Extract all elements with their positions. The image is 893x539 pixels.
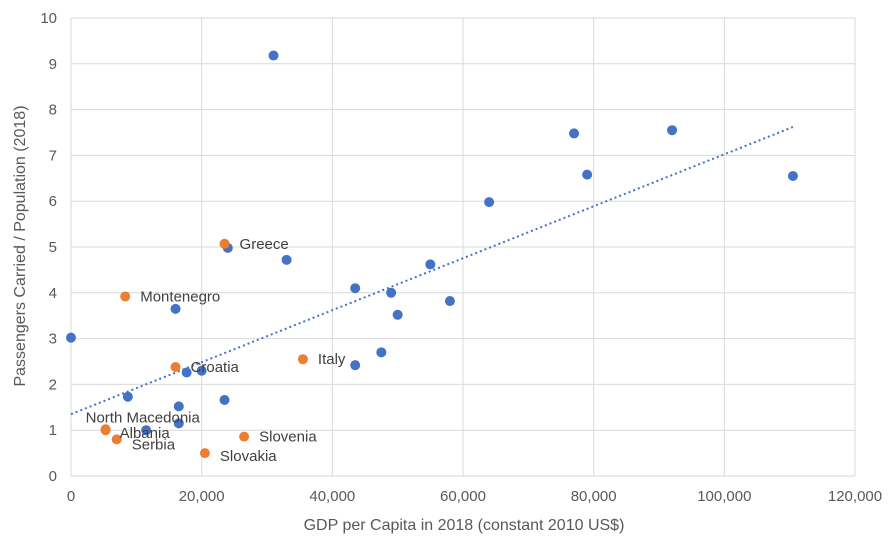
data-point-label: Croatia xyxy=(191,359,240,376)
x-tick-label: 20,000 xyxy=(179,488,225,505)
data-point xyxy=(392,309,403,320)
point-labels: Greece Montenegro Italy Croatia North Macedo… xyxy=(86,236,346,465)
y-tick-label: 2 xyxy=(49,376,57,393)
data-point-label: Italy xyxy=(318,351,346,368)
y-tick-label: 0 xyxy=(49,468,57,485)
data-point xyxy=(219,394,230,405)
data-point xyxy=(386,287,397,298)
data-point xyxy=(425,259,436,270)
data-point xyxy=(181,367,192,378)
data-point xyxy=(376,347,387,358)
x-tick-label: 60,000 xyxy=(440,488,486,505)
x-tick-label: 80,000 xyxy=(571,488,617,505)
y-tick-label: 8 xyxy=(49,102,57,119)
data-point xyxy=(350,283,361,294)
y-tick-label: 3 xyxy=(49,331,57,348)
x-tick-label: 100,000 xyxy=(697,488,751,505)
y-tick-label: 7 xyxy=(49,147,57,164)
trendline-layer xyxy=(70,126,794,416)
y-tick-label: 5 xyxy=(49,239,57,256)
trendline xyxy=(70,126,794,416)
y-axis-title: Passengers Carried / Population (2018) xyxy=(12,105,29,386)
y-tick-label: 6 xyxy=(49,193,57,210)
y-tick-label: 10 xyxy=(40,10,57,27)
data-point xyxy=(484,197,495,208)
data-point-label: Slovenia xyxy=(259,429,317,446)
data-point xyxy=(667,125,678,136)
x-tick-label: 40,000 xyxy=(309,488,355,505)
data-point-highlighted xyxy=(219,238,230,249)
data-point-label: Greece xyxy=(240,236,289,253)
data-point xyxy=(582,169,593,180)
data-point-label: Serbia xyxy=(132,436,176,453)
tick-labels: 0 20,000 40,000 60,000 80,000 100,000 120,000 0… xyxy=(40,10,882,505)
data-point xyxy=(66,332,76,343)
data-point xyxy=(281,254,292,265)
x-axis-title: GDP per Capita in 2018 (constant 2010 US… xyxy=(304,517,625,534)
y-tick-label: 1 xyxy=(49,422,57,439)
data-point xyxy=(787,171,798,182)
data-points xyxy=(66,50,798,459)
data-point xyxy=(173,418,184,429)
data-point-label: Slovakia xyxy=(220,448,277,465)
data-point-label: Montenegro xyxy=(140,288,220,305)
data-point-highlighted xyxy=(199,448,210,459)
data-point-highlighted xyxy=(170,361,181,372)
data-point-label: Albania xyxy=(120,425,171,442)
data-point xyxy=(170,303,181,314)
data-point xyxy=(444,296,455,307)
data-point-highlighted xyxy=(111,434,122,445)
data-point xyxy=(569,128,580,139)
data-point xyxy=(122,391,133,402)
data-point-label: North Macedonia xyxy=(86,409,201,426)
x-tick-label: 120,000 xyxy=(828,488,882,505)
data-point-highlighted xyxy=(239,431,250,442)
data-point xyxy=(268,50,279,61)
data-point-highlighted xyxy=(120,291,131,302)
data-point-highlighted xyxy=(297,354,308,365)
y-tick-label: 4 xyxy=(49,285,57,302)
data-point xyxy=(350,360,361,371)
gridlines xyxy=(70,17,856,477)
x-tick-label: 0 xyxy=(67,488,75,505)
data-point-highlighted xyxy=(100,425,111,436)
data-point xyxy=(173,401,184,412)
data-point xyxy=(141,425,152,436)
y-tick-label: 9 xyxy=(49,56,57,73)
data-point xyxy=(196,365,207,376)
